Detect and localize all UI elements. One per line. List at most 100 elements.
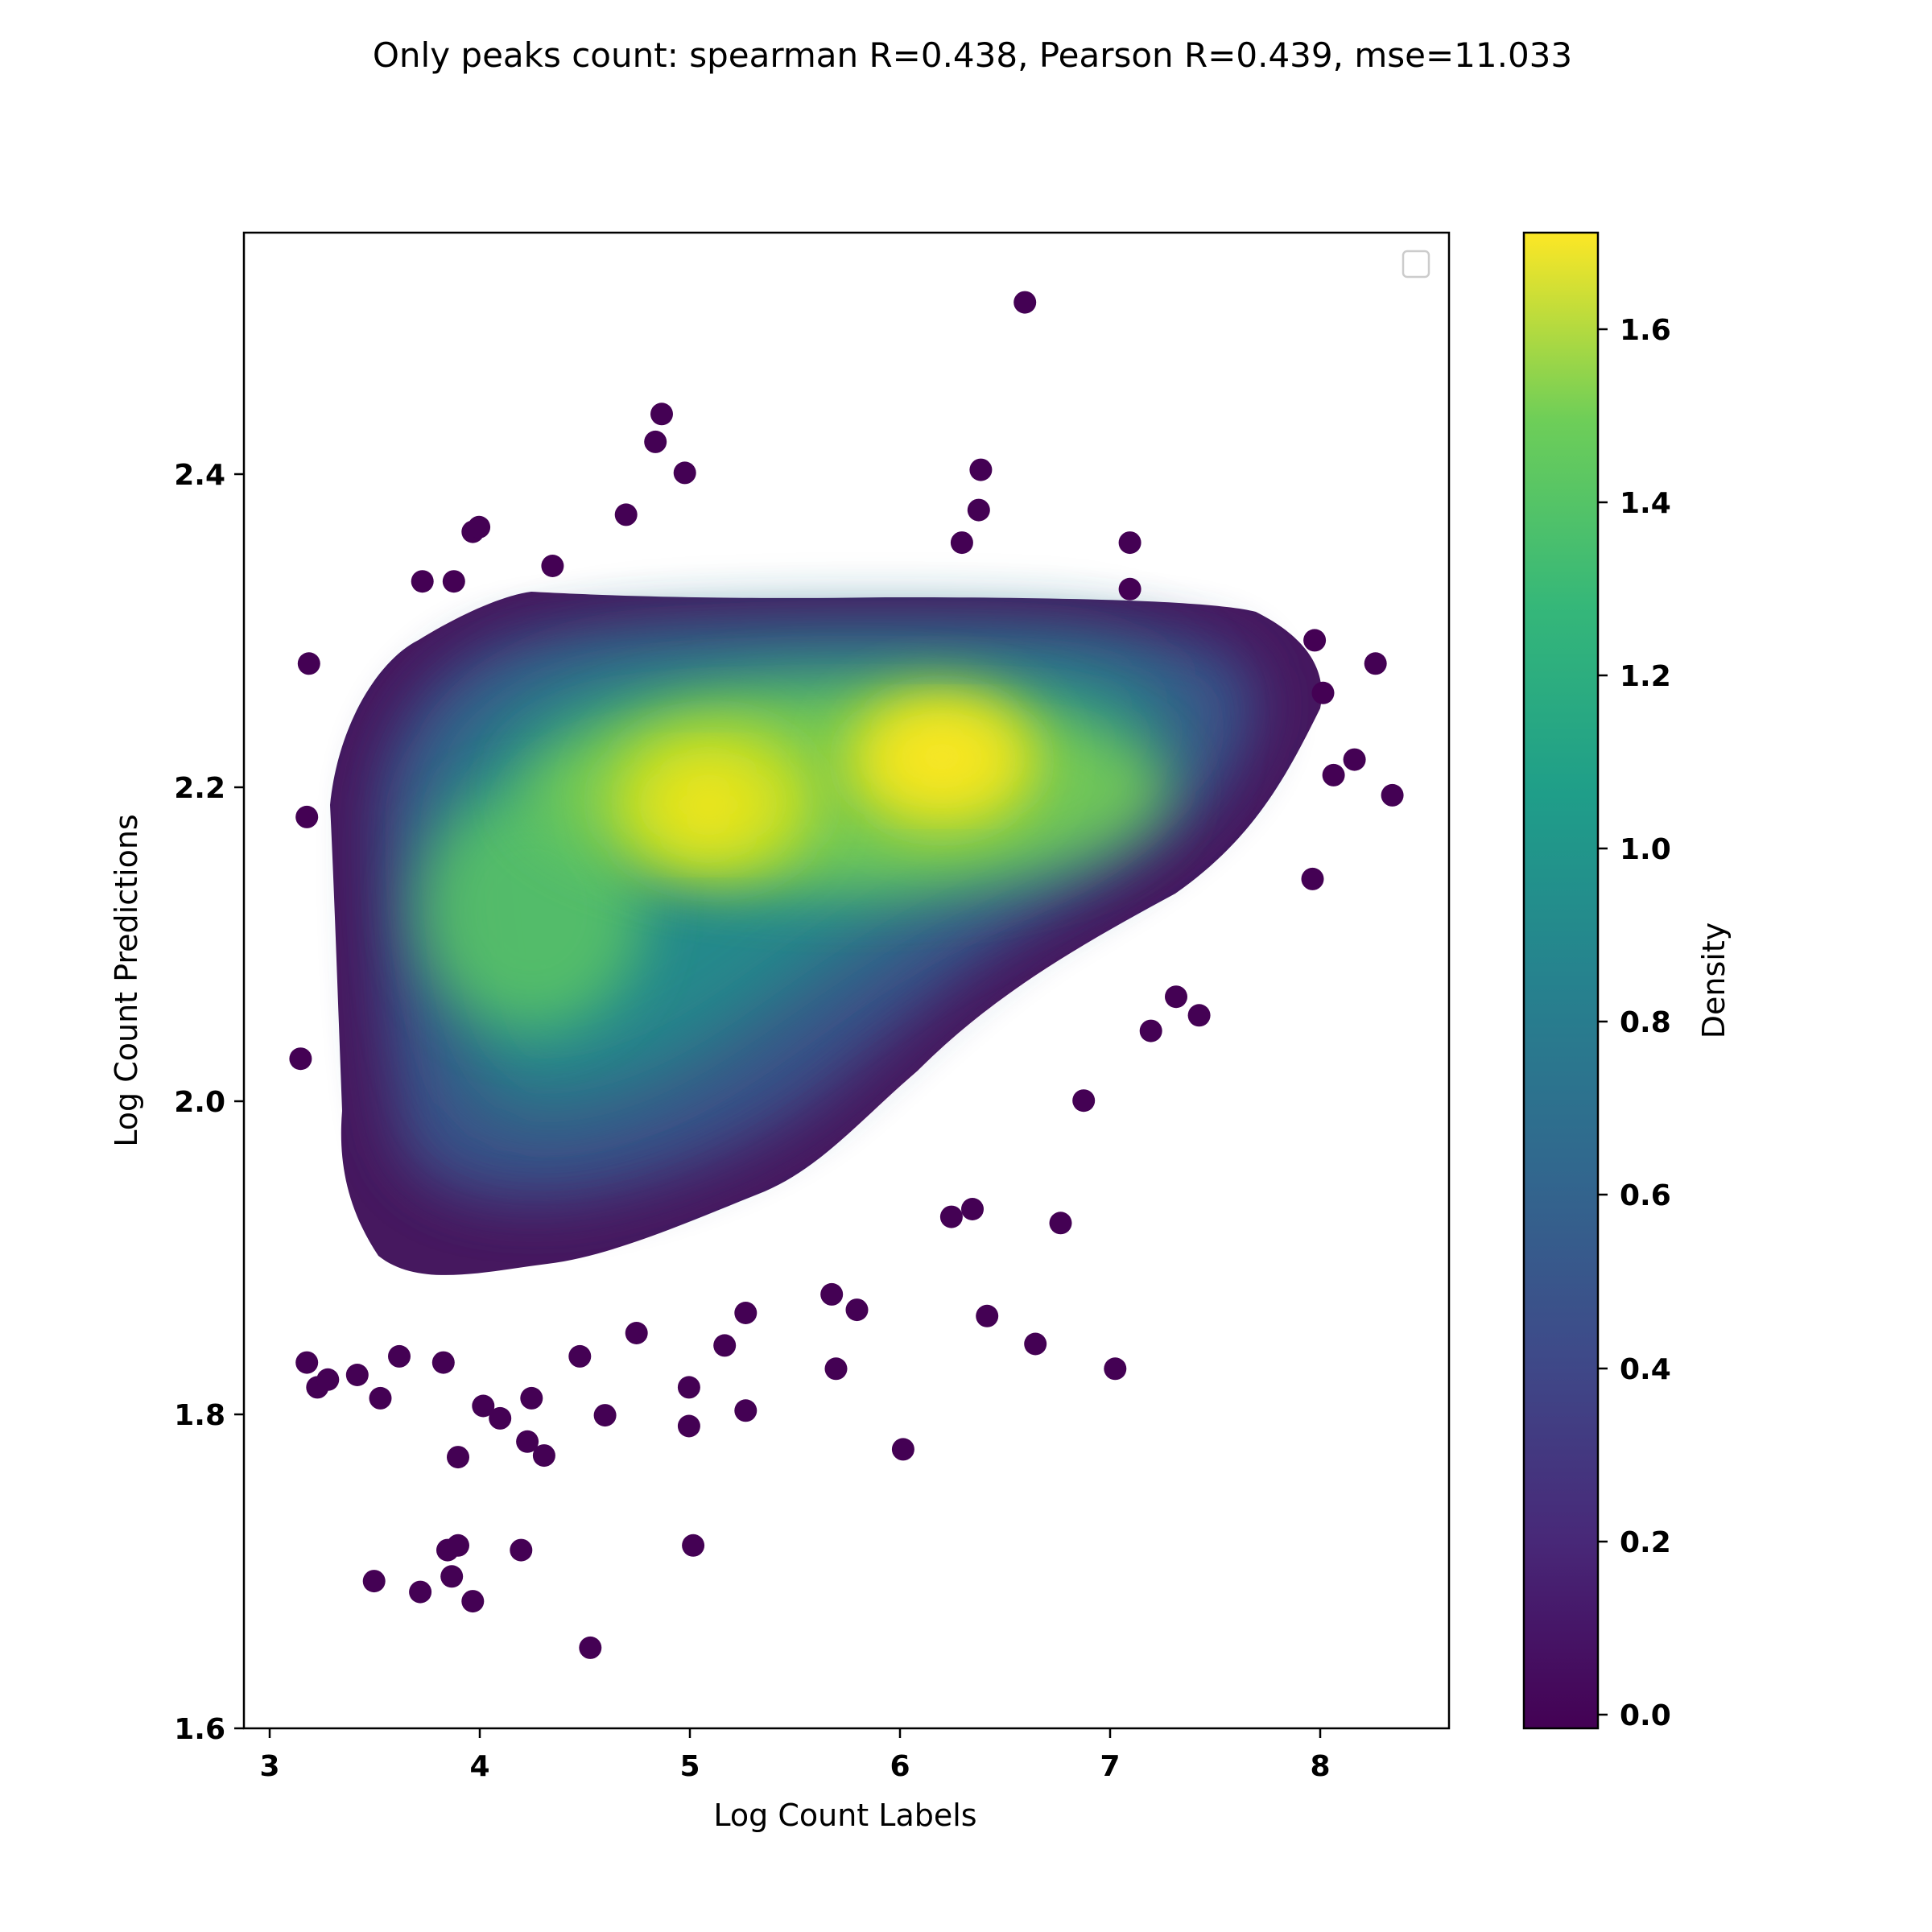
scatter-point bbox=[461, 1590, 485, 1613]
y-tick-label: 1.8 bbox=[174, 1399, 225, 1432]
colorbar-tick-label: 0.4 bbox=[1620, 1353, 1671, 1386]
y-tick-label: 2.2 bbox=[174, 772, 225, 805]
scatter-point bbox=[644, 430, 667, 453]
colorbar-tick-label: 1.6 bbox=[1620, 314, 1671, 347]
scatter-point bbox=[369, 1386, 392, 1410]
scatter-point bbox=[614, 503, 638, 526]
scatter-point bbox=[447, 1446, 469, 1469]
scatter-point bbox=[1364, 652, 1387, 675]
x-axis-label: Log Count Labels bbox=[713, 1798, 976, 1833]
y-tick-label: 1.6 bbox=[174, 1713, 225, 1746]
scatter-point bbox=[388, 1344, 411, 1368]
colorbar-tick-label: 0.0 bbox=[1620, 1699, 1671, 1732]
y-tick-label: 2.0 bbox=[174, 1086, 225, 1119]
colorbar: 0.0 0.2 0.4 0.6 0.8 1.0 1.2 1.4 1.6 Dens… bbox=[1522, 231, 1732, 1732]
scatter-point bbox=[967, 498, 990, 522]
scatter-point bbox=[409, 1580, 432, 1604]
scatter-point bbox=[593, 1404, 617, 1427]
scatter-point bbox=[845, 1298, 869, 1322]
scatter-point bbox=[713, 1334, 737, 1357]
scatter-point bbox=[950, 531, 973, 555]
colorbar-tick-label: 1.0 bbox=[1620, 833, 1671, 866]
scatter-point bbox=[1118, 577, 1141, 601]
scatter-point bbox=[516, 1430, 539, 1453]
scatter-point bbox=[1343, 748, 1366, 771]
scatter-point bbox=[447, 1534, 469, 1557]
scatter-point bbox=[1118, 531, 1141, 555]
colorbar-gradient bbox=[1522, 231, 1600, 1730]
scatter-point bbox=[345, 1364, 369, 1386]
scatter-point bbox=[1104, 1357, 1127, 1381]
scatter-point bbox=[625, 1322, 648, 1344]
scatter-point bbox=[1013, 291, 1037, 314]
scatter-point bbox=[969, 458, 993, 481]
outlier-points bbox=[289, 291, 1404, 1659]
chart-title: Only peaks count: spearman R=0.438, Pear… bbox=[373, 35, 1572, 75]
scatter-point bbox=[976, 1304, 999, 1327]
colorbar-tick-label: 0.8 bbox=[1620, 1006, 1671, 1039]
colorbar-label: Density bbox=[1696, 923, 1732, 1038]
colorbar-tick-label: 0.2 bbox=[1620, 1526, 1671, 1559]
colorbar-tick-label: 0.6 bbox=[1620, 1179, 1671, 1212]
scatter-point bbox=[677, 1376, 700, 1399]
colorbar-tick-label: 1.4 bbox=[1620, 487, 1671, 520]
scatter-point bbox=[824, 1357, 848, 1381]
y-axis-label: Log Count Predictions bbox=[109, 814, 144, 1146]
legend-box bbox=[1402, 250, 1430, 279]
scatter-point bbox=[1024, 1332, 1047, 1356]
scatter-point bbox=[295, 805, 319, 828]
plot-frame bbox=[242, 231, 1451, 1730]
density-cloud bbox=[330, 592, 1322, 1275]
scatter-point bbox=[510, 1538, 533, 1562]
scatter-point bbox=[820, 1282, 844, 1306]
scatter-point bbox=[650, 402, 673, 426]
scatter-point bbox=[532, 1444, 555, 1468]
scatter-point bbox=[1187, 1004, 1211, 1027]
scatter-point bbox=[734, 1399, 758, 1422]
scatter-point bbox=[579, 1636, 602, 1659]
scatter-point bbox=[541, 555, 564, 577]
scatter-point bbox=[316, 1368, 340, 1391]
y-tick-label: 2.4 bbox=[174, 459, 225, 492]
scatter-point bbox=[295, 1351, 319, 1374]
scatter-point bbox=[1322, 763, 1345, 786]
scatter-point bbox=[1072, 1089, 1096, 1113]
scatter-point bbox=[440, 1565, 464, 1588]
density-peak-right bbox=[886, 720, 998, 793]
scatter-point bbox=[734, 1302, 758, 1324]
scatter-point bbox=[468, 515, 491, 539]
x-tick-label: 5 bbox=[679, 1750, 700, 1783]
scatter-point bbox=[891, 1438, 914, 1461]
scatter-point bbox=[1303, 629, 1327, 652]
scatter-point bbox=[431, 1351, 455, 1374]
scatter-point bbox=[442, 570, 465, 593]
scatter-point bbox=[520, 1386, 543, 1410]
scatter-point bbox=[677, 1414, 700, 1438]
scatter-point bbox=[673, 461, 696, 485]
x-tick-label: 4 bbox=[469, 1750, 489, 1783]
scatter-point bbox=[1139, 1019, 1162, 1042]
scatter-point bbox=[961, 1198, 984, 1220]
scatter-point bbox=[289, 1047, 312, 1071]
scatter-point bbox=[489, 1406, 512, 1430]
scatter-point bbox=[1311, 681, 1335, 704]
colorbar-tick-label: 1.2 bbox=[1620, 660, 1671, 693]
scatter-point bbox=[411, 570, 434, 593]
x-tick-label: 6 bbox=[890, 1750, 910, 1783]
scatter-point bbox=[1301, 867, 1324, 890]
scatter-point bbox=[1165, 985, 1187, 1009]
scatter-point bbox=[682, 1534, 705, 1557]
scatter-point bbox=[1049, 1212, 1072, 1235]
y-axis: 1.6 1.8 2.0 2.2 2.4 Log Count Prediction… bbox=[109, 459, 244, 1746]
density-peak-left bbox=[660, 769, 757, 841]
scatter-point bbox=[297, 652, 320, 675]
scatter-point bbox=[1381, 783, 1404, 807]
x-axis: 3 4 5 6 7 8 Log Count Labels bbox=[259, 1728, 1331, 1833]
scatter-point bbox=[472, 1394, 495, 1418]
x-tick-label: 3 bbox=[259, 1750, 279, 1783]
x-tick-label: 7 bbox=[1100, 1750, 1120, 1783]
scatter-point bbox=[939, 1205, 963, 1228]
scatter-point bbox=[362, 1570, 386, 1593]
scatter-point bbox=[568, 1344, 592, 1368]
